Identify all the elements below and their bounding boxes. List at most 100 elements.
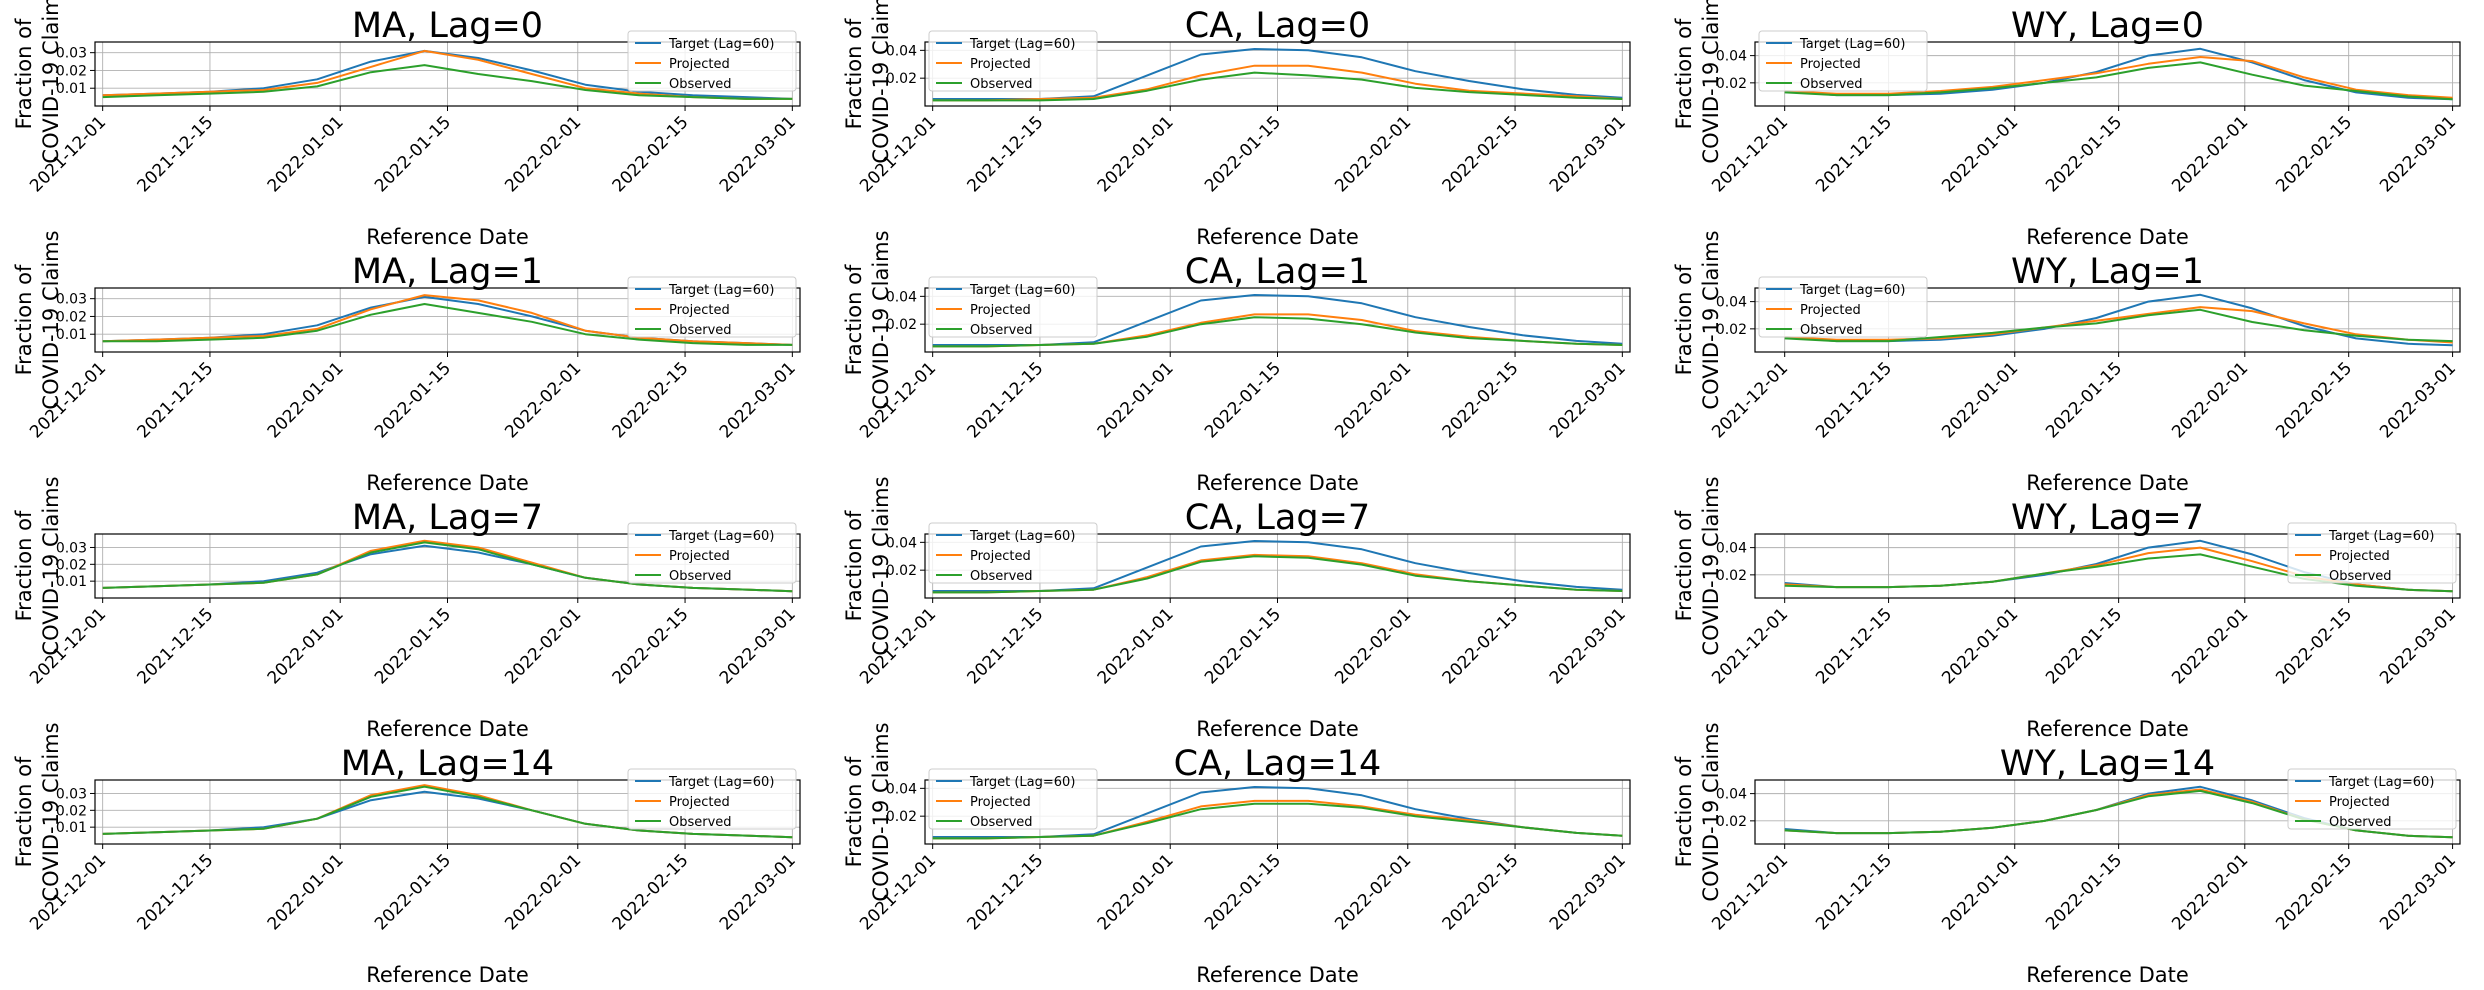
y-tick-label: 0.03	[56, 786, 87, 802]
x-tick-label: 2022-01-01	[1094, 358, 1178, 442]
legend-label: Projected	[2329, 795, 2390, 810]
y-axis-label-line: COVID-19 Claims	[1699, 722, 1723, 901]
legend-label: Target (Lag=60)	[969, 37, 1075, 52]
x-tick-label: 2022-02-01	[501, 850, 585, 934]
legend-label: Projected	[2329, 549, 2390, 564]
x-tick-label: 2022-01-15	[1201, 604, 1285, 688]
legend: Target (Lag=60) Projected Observed	[627, 30, 797, 92]
x-tick-label: 2022-02-15	[2272, 850, 2356, 934]
y-tick-label: 0.02	[886, 563, 917, 579]
series-line	[932, 555, 1623, 594]
x-tick-label: 2022-01-15	[371, 604, 455, 688]
legend-label: Target (Lag=60)	[969, 775, 1075, 790]
x-tick-label: 2022-02-01	[1331, 604, 1415, 688]
y-tick-label: 0.02	[1716, 814, 1747, 830]
series-line	[102, 303, 793, 346]
legend-label: Observed	[2329, 815, 2392, 830]
x-tick-label: 2022-02-01	[501, 604, 585, 688]
legend-label: Projected	[970, 795, 1031, 810]
x-tick-label: 2022-01-15	[371, 112, 455, 196]
x-tick-label: 2022-01-15	[371, 850, 455, 934]
y-axis-label-line: Fraction of	[1672, 510, 1696, 621]
series-line	[932, 316, 1623, 348]
x-tick-label: 2021-12-15	[963, 850, 1047, 934]
y-axis-label-line: Fraction of	[12, 264, 36, 375]
x-tick-label: 2021-12-15	[963, 112, 1047, 196]
y-tick-label: 0.04	[886, 289, 917, 305]
x-axis-label: Reference Date	[1196, 471, 1359, 495]
x-axis-label: Reference Date	[1196, 225, 1359, 249]
x-tick-label: 2022-01-01	[1094, 850, 1178, 934]
y-axis-label: Fraction of COVID-19 Claims	[1672, 0, 1723, 164]
x-tick-label: 2022-03-01	[716, 358, 800, 442]
subplot-title: CA, Lag=7	[1185, 498, 1370, 538]
legend: Target (Lag=60) Projected Observed	[928, 30, 1098, 92]
axes-frame	[1754, 779, 2461, 845]
series-line	[1784, 308, 2453, 343]
subplot-title: MA, Lag=14	[341, 744, 554, 784]
legend-label: Target (Lag=60)	[969, 529, 1075, 544]
legend-box	[928, 276, 1098, 338]
x-tick-label: 2022-02-15	[1439, 604, 1523, 688]
x-tick-label: 2022-01-01	[1938, 112, 2022, 196]
x-tick-label: 2021-12-15	[133, 358, 217, 442]
subplot-title: CA, Lag=14	[1174, 744, 1382, 784]
x-axis-label: Reference Date	[366, 717, 529, 741]
y-tick-label: 0.04	[1716, 541, 1747, 557]
series-line	[932, 64, 1623, 102]
y-axis-label: Fraction of COVID-19 Claims	[842, 722, 893, 901]
x-tick-label: 2022-01-01	[1938, 850, 2022, 934]
y-tick-label: 0.02	[1716, 322, 1747, 338]
legend: Target (Lag=60) Projected Observed	[928, 522, 1098, 584]
x-tick-label: 2022-02-01	[1331, 112, 1415, 196]
y-tick-label: 0.04	[886, 535, 917, 551]
x-tick-label: 2021-12-15	[1812, 604, 1896, 688]
x-tick-label: 2022-03-01	[2376, 850, 2460, 934]
x-tick-label: 2022-02-01	[2168, 850, 2252, 934]
x-tick-label: 2022-01-15	[1201, 850, 1285, 934]
y-tick-label: 0.04	[1716, 49, 1747, 65]
legend-label: Observed	[1800, 323, 1863, 338]
y-tick-label: 0.02	[886, 317, 917, 333]
x-tick-label: 2022-01-01	[264, 604, 348, 688]
x-tick-label: 2022-02-15	[2272, 358, 2356, 442]
y-axis-label-line: Fraction of	[12, 18, 36, 129]
x-tick-label: 2021-12-15	[1812, 358, 1896, 442]
legend-label: Projected	[1800, 57, 1861, 72]
x-tick-label: 2022-01-01	[264, 850, 348, 934]
legend-label: Observed	[970, 569, 1033, 584]
subplot-title: CA, Lag=0	[1185, 6, 1370, 46]
legend-label: Observed	[669, 323, 732, 338]
y-axis-label-line: COVID-19 Claims	[869, 230, 893, 409]
legend-label: Projected	[1800, 303, 1861, 318]
x-tick-label: 2022-03-01	[1546, 604, 1630, 688]
y-tick-label: 0.02	[1716, 568, 1747, 584]
x-tick-label: 2022-03-01	[1546, 112, 1630, 196]
legend-label: Target (Lag=60)	[668, 37, 774, 52]
legend: Target (Lag=60) Projected Observed	[627, 276, 797, 338]
legend-label: Projected	[970, 303, 1031, 318]
x-tick-label: 2022-01-15	[371, 358, 455, 442]
x-tick-label: 2022-01-15	[1201, 358, 1285, 442]
x-tick-label: 2022-02-01	[2168, 112, 2252, 196]
legend-label: Target (Lag=60)	[668, 529, 774, 544]
y-axis-label-line: Fraction of	[12, 510, 36, 621]
series-line	[932, 802, 1623, 840]
y-tick-label: 0.02	[56, 63, 87, 79]
subplot-title: WY, Lag=1	[2011, 252, 2204, 292]
x-tick-label: 2022-03-01	[716, 112, 800, 196]
legend-box	[1758, 30, 1928, 92]
subplot-title: MA, Lag=0	[352, 6, 543, 46]
x-tick-label: 2022-01-15	[2042, 850, 2126, 934]
x-tick-label: 2022-02-01	[1331, 358, 1415, 442]
legend-label: Target (Lag=60)	[1799, 283, 1905, 298]
subplot-title: MA, Lag=1	[352, 252, 543, 292]
legend-label: Target (Lag=60)	[2328, 529, 2434, 544]
legend-box	[928, 768, 1098, 830]
y-tick-label: 0.02	[886, 71, 917, 87]
